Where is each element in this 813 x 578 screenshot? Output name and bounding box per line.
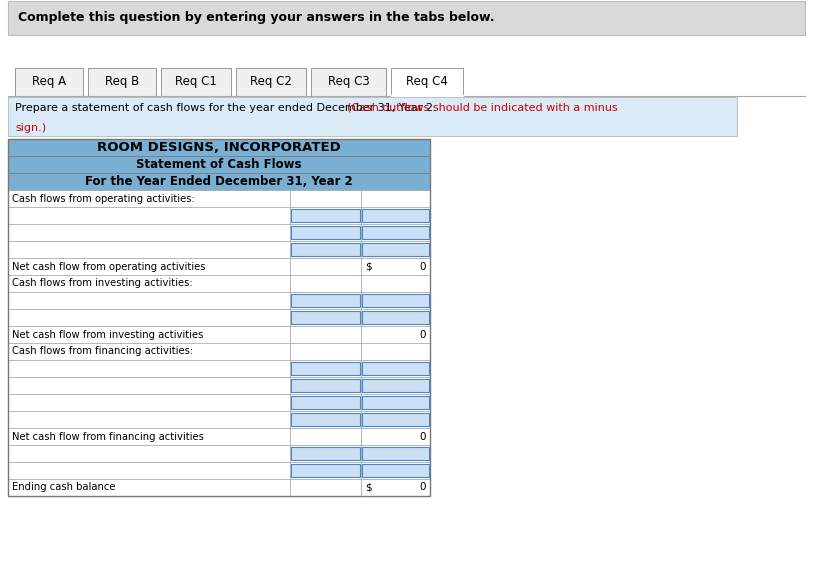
Text: $: $: [365, 261, 372, 272]
Bar: [8, 462, 430, 479]
Bar: [8, 343, 430, 360]
Text: Ending cash balance: Ending cash balance: [12, 483, 115, 492]
Bar: [8, 377, 430, 394]
Bar: [362, 379, 429, 392]
Text: Net cash flow from financing activities: Net cash flow from financing activities: [12, 432, 204, 442]
Text: $: $: [365, 483, 372, 492]
Bar: [362, 447, 429, 460]
Bar: [391, 68, 463, 96]
Bar: [88, 68, 156, 96]
Bar: [291, 396, 360, 409]
Bar: [291, 464, 360, 477]
Bar: [8, 428, 430, 445]
Bar: [291, 209, 360, 222]
Bar: [291, 413, 360, 426]
Bar: [362, 464, 429, 477]
Bar: [8, 156, 430, 173]
Bar: [8, 190, 430, 207]
Bar: [291, 362, 360, 375]
Bar: [291, 226, 360, 239]
Text: Req C4: Req C4: [406, 76, 448, 88]
Bar: [8, 207, 430, 224]
Bar: [362, 294, 429, 307]
Text: Net cash flow from operating activities: Net cash flow from operating activities: [12, 261, 206, 272]
Text: For the Year Ended December 31, Year 2: For the Year Ended December 31, Year 2: [85, 175, 353, 188]
Text: Cash flows from financing activities:: Cash flows from financing activities:: [12, 346, 193, 357]
Bar: [291, 243, 360, 256]
Bar: [8, 326, 430, 343]
Bar: [8, 360, 430, 377]
Text: 0: 0: [420, 261, 426, 272]
Bar: [161, 68, 231, 96]
Bar: [291, 379, 360, 392]
Text: Cash flows from investing activities:: Cash flows from investing activities:: [12, 279, 193, 288]
Text: Req A: Req A: [32, 76, 66, 88]
Text: Req C3: Req C3: [328, 76, 369, 88]
Bar: [291, 294, 360, 307]
Bar: [362, 413, 429, 426]
Text: (Cash outflows should be indicated with a minus: (Cash outflows should be indicated with …: [347, 103, 618, 113]
Bar: [236, 68, 306, 96]
Bar: [8, 1, 805, 35]
Text: ROOM DESIGNS, INCORPORATED: ROOM DESIGNS, INCORPORATED: [97, 141, 341, 154]
Bar: [362, 396, 429, 409]
Text: Net cash flow from investing activities: Net cash flow from investing activities: [12, 329, 203, 339]
Bar: [8, 292, 430, 309]
Text: sign.): sign.): [15, 123, 46, 133]
Bar: [291, 447, 360, 460]
Text: Statement of Cash Flows: Statement of Cash Flows: [137, 158, 302, 171]
Bar: [8, 224, 430, 241]
Text: Complete this question by entering your answers in the tabs below.: Complete this question by entering your …: [18, 12, 494, 24]
Bar: [8, 275, 430, 292]
Text: 0: 0: [420, 483, 426, 492]
Bar: [8, 445, 430, 462]
Bar: [8, 394, 430, 411]
Text: Req C2: Req C2: [250, 76, 292, 88]
Bar: [362, 209, 429, 222]
Bar: [311, 68, 386, 96]
Bar: [362, 311, 429, 324]
Bar: [8, 97, 737, 136]
Bar: [8, 479, 430, 496]
Text: 0: 0: [420, 329, 426, 339]
Bar: [8, 241, 430, 258]
Bar: [362, 362, 429, 375]
Bar: [8, 309, 430, 326]
Bar: [8, 139, 430, 156]
Bar: [8, 258, 430, 275]
Text: Prepare a statement of cash flows for the year ended December 31, Year 2.: Prepare a statement of cash flows for th…: [15, 103, 440, 113]
Text: Cash flows from operating activities:: Cash flows from operating activities:: [12, 194, 195, 203]
Bar: [8, 139, 430, 496]
Bar: [362, 226, 429, 239]
Bar: [8, 411, 430, 428]
Bar: [8, 173, 430, 190]
Text: Req B: Req B: [105, 76, 139, 88]
Text: Req C1: Req C1: [175, 76, 217, 88]
Bar: [291, 311, 360, 324]
Text: 0: 0: [420, 432, 426, 442]
Bar: [362, 243, 429, 256]
Bar: [15, 68, 83, 96]
